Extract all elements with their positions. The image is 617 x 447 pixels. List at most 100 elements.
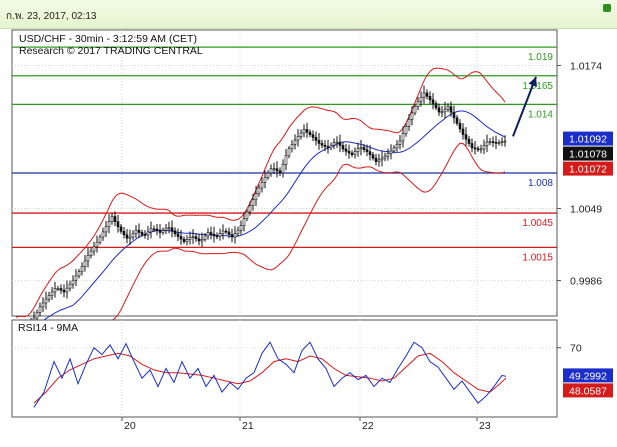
candle-body: [374, 157, 378, 162]
symbol-line: USD/CHF - 30min - 3:12:59 AM (CET): [19, 33, 197, 45]
candle-body: [134, 229, 138, 234]
candle-body: [347, 150, 351, 154]
candle-body: [455, 117, 459, 124]
candle-body: [437, 107, 441, 113]
candle-body: [467, 138, 471, 144]
candle-body: [242, 218, 246, 226]
candle-body: [176, 233, 180, 237]
candle-body: [332, 142, 336, 146]
price-box-label: 1.01072: [569, 164, 607, 176]
candle-body: [413, 106, 417, 114]
candle-body: [119, 226, 123, 232]
candle-body: [365, 149, 369, 152]
candle-body: [161, 230, 165, 233]
candle-body: [170, 227, 174, 232]
candle-body: [350, 152, 354, 155]
candle-body: [272, 168, 276, 171]
candle-body: [35, 312, 39, 319]
candle-body: [233, 233, 237, 238]
candle-body: [320, 143, 324, 146]
price-boxes: 1.01092 1.01078 1.01072: [563, 131, 613, 176]
candle-body: [296, 136, 300, 141]
candle-body: [185, 239, 189, 242]
rsi-ma-line: [33, 352, 507, 404]
candle-body: [230, 234, 234, 238]
candle-body: [416, 101, 420, 107]
level-label: 1.0165: [522, 81, 553, 92]
candle-body: [53, 288, 57, 293]
candle-body: [155, 228, 159, 232]
x-tick-label: 20: [124, 420, 136, 432]
candle-body: [206, 232, 210, 237]
candle-body: [98, 236, 102, 243]
candle-body: [335, 141, 339, 144]
candle-body: [464, 134, 468, 140]
candle-body: [125, 234, 129, 239]
candle-body: [326, 146, 330, 149]
candle-body: [266, 172, 270, 178]
candle-body: [314, 137, 318, 141]
candle-body: [401, 133, 405, 142]
candle-body: [428, 96, 432, 101]
candle-body: [407, 119, 411, 127]
candle-body: [494, 142, 498, 144]
upper-band-line: [15, 67, 506, 318]
candle-body: [245, 211, 249, 220]
price-axis: 1.0174 1.0049 0.9986: [557, 60, 602, 288]
candle-body: [110, 216, 114, 222]
rsi-panel: RSI14 - 9MA: [11, 319, 558, 418]
candle-body: [224, 230, 228, 233]
candle-body: [443, 108, 447, 113]
candle-body: [101, 231, 105, 238]
candle-body: [191, 236, 195, 238]
candle-body: [188, 237, 192, 240]
candle-body: [356, 148, 360, 152]
x-tick-label: 22: [362, 420, 374, 432]
level-label: 1.0045: [522, 218, 553, 229]
rsi-tick-label: 70: [570, 343, 582, 355]
candle-body: [497, 142, 501, 144]
candle-body: [89, 250, 93, 256]
candle-body: [104, 226, 108, 233]
rsi-box: [563, 383, 613, 398]
candle-body: [344, 148, 348, 152]
rsi-box-label: 48.0587: [569, 385, 607, 397]
level-label: 1.014: [528, 109, 553, 120]
candle-body: [143, 234, 147, 236]
candle-body: [56, 288, 60, 290]
candle-body: [50, 291, 54, 296]
candle-body: [359, 147, 363, 149]
moving-average-line: [15, 110, 506, 330]
candle-body: [353, 151, 357, 155]
candle-body: [404, 126, 408, 134]
datetime-label: ก.พ. 23, 2017, 02:13: [6, 11, 97, 22]
candle-body: [83, 260, 87, 267]
rsi-lines: [33, 341, 507, 408]
rsi-box: [563, 368, 613, 383]
candle-body: [38, 306, 42, 313]
candle-body: [227, 231, 231, 235]
candle-body: [164, 227, 168, 231]
candle-body: [215, 235, 219, 238]
candle-body: [422, 92, 426, 98]
candle-body: [377, 159, 381, 162]
candle-body: [113, 216, 117, 222]
candle-body: [503, 140, 507, 143]
forecast-arrow-head: [528, 76, 537, 87]
candle-body: [68, 283, 72, 289]
candle-body: [395, 144, 399, 149]
candle-body: [440, 111, 444, 114]
candle-body: [218, 233, 222, 237]
candle-body: [116, 221, 120, 228]
price-tick-label: 0.9986: [570, 276, 602, 288]
candle-body: [269, 168, 273, 174]
candle-body: [44, 298, 48, 304]
candle-body: [86, 255, 90, 262]
candle-body: [263, 176, 267, 183]
candle-body: [479, 148, 483, 151]
candle-body: [212, 233, 216, 237]
candle-body: [62, 289, 66, 293]
candle-body: [182, 238, 186, 242]
candle-body: [410, 112, 414, 120]
candle-body: [452, 111, 456, 119]
